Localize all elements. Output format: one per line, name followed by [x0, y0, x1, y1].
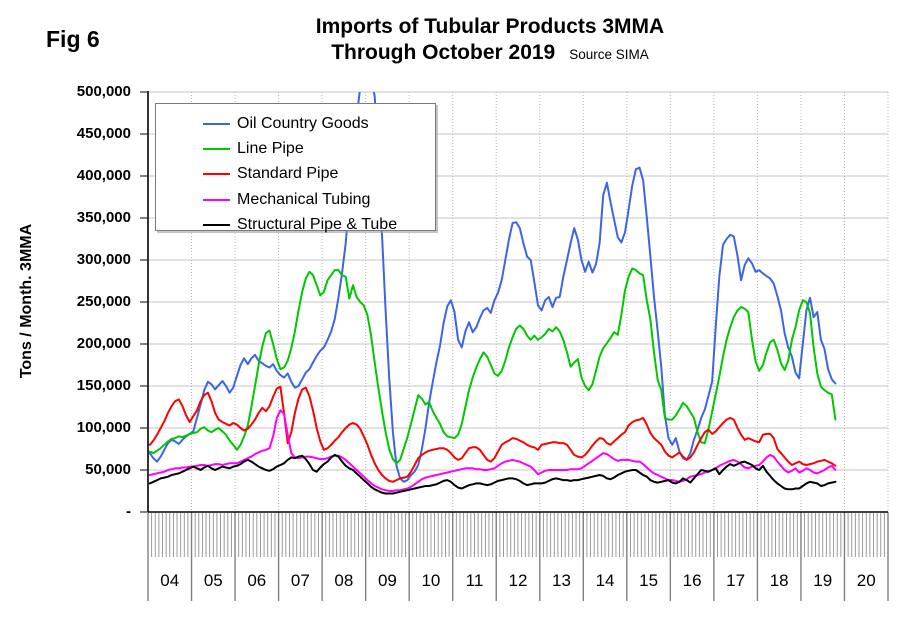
x-year-label: 06 — [247, 571, 267, 590]
legend-line-swatch — [203, 122, 230, 125]
y-tick-label: 250,000 — [76, 293, 131, 310]
x-year-label: 19 — [813, 571, 833, 590]
x-year-label: 11 — [465, 571, 484, 590]
legend-item: Mechanical Tubing — [156, 187, 435, 212]
legend-line-swatch — [203, 147, 230, 150]
chart-title-line2-row: Through October 2019 Source SIMA — [90, 40, 890, 66]
legend-item: Structural Pipe & Tube — [156, 212, 435, 237]
series-line-oil-country-goods — [148, 92, 837, 483]
series-line-mechanical-tubing — [148, 409, 837, 492]
series-line-line-pipe — [148, 267, 837, 465]
chart-title-line2: Through October 2019 — [331, 41, 556, 65]
x-year-label: 13 — [552, 571, 571, 590]
legend-item: Oil Country Goods — [156, 111, 435, 136]
y-tick-label: 300,000 — [76, 251, 131, 268]
x-year-label: 12 — [508, 571, 528, 590]
legend-item: Standard Pipe — [156, 162, 435, 187]
y-tick-label: 400,000 — [76, 167, 131, 184]
legend-item: Line Pipe — [156, 136, 435, 161]
y-tick-label: 500,000 — [76, 83, 131, 100]
series-line-standard-pipe — [148, 385, 837, 483]
y-tick-label: 200,000 — [76, 335, 131, 352]
chart-legend: Oil Country Goods Line Pipe Standard Pipe M… — [155, 103, 436, 233]
y-tick-label: 100,000 — [76, 419, 131, 436]
x-year-label: 04 — [160, 571, 180, 590]
series-line-structural-pipe-tube — [148, 453, 837, 495]
chart-title-line1: Imports of Tubular Products 3MMA — [315, 15, 665, 38]
x-year-label: 17 — [726, 571, 746, 590]
legend-line-swatch — [203, 173, 230, 176]
legend-label: Oil Country Goods — [237, 114, 369, 132]
x-year-label: 20 — [856, 571, 876, 590]
legend-line-swatch — [203, 198, 230, 201]
legend-label: Line Pipe — [237, 139, 304, 157]
legend-line-swatch — [203, 223, 230, 226]
legend-label: Standard Pipe — [237, 165, 339, 183]
x-year-label: 10 — [421, 571, 441, 590]
x-year-label: 15 — [639, 571, 659, 590]
legend-label: Structural Pipe & Tube — [237, 215, 398, 233]
x-year-label: 07 — [290, 571, 310, 590]
x-year-label: 09 — [377, 571, 397, 590]
x-year-label: 14 — [595, 571, 615, 590]
chart-title: Imports of Tubular Products 3MMA Through… — [90, 14, 890, 67]
y-tick-label: 350,000 — [76, 209, 131, 226]
y-tick-label: 450,000 — [76, 125, 131, 142]
y-tick-label: - — [126, 503, 131, 520]
x-year-label: 18 — [769, 571, 789, 590]
x-year-label: 08 — [334, 571, 354, 590]
y-tick-label: 50,000 — [85, 461, 131, 478]
x-year-label: 16 — [682, 571, 702, 590]
figure-number-label: Fig 6 — [46, 26, 100, 52]
source-note: Source SIMA — [569, 47, 649, 63]
legend-label: Mechanical Tubing — [237, 190, 371, 208]
x-year-label: 05 — [203, 571, 223, 590]
y-tick-label: 150,000 — [76, 377, 131, 394]
